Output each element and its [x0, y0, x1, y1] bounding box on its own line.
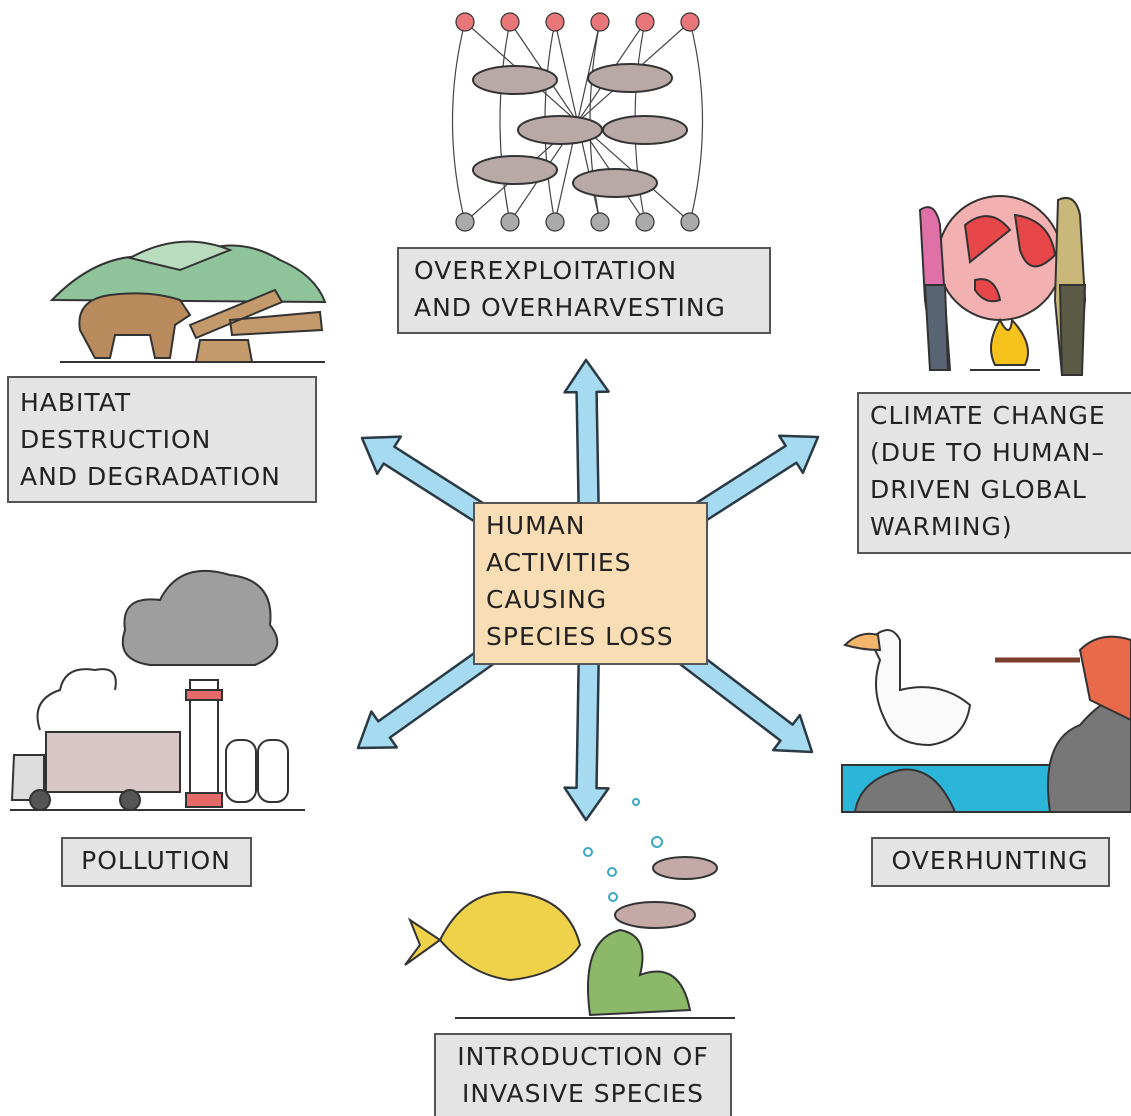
label-text: AND DEGRADATION — [20, 462, 281, 491]
label-text: AND OVERHARVESTING — [414, 293, 726, 322]
label-text: CAUSING — [486, 585, 607, 614]
label-text: SPECIES LOSS — [486, 622, 674, 651]
label-text: (DUE TO HUMAN– — [870, 438, 1105, 467]
habitat-illustration — [52, 242, 325, 362]
label-text: OVERHUNTING — [891, 846, 1088, 875]
climate-illustration — [920, 196, 1085, 375]
label-text: WARMING) — [870, 512, 1013, 541]
pollution-illustration — [10, 571, 305, 810]
diagram: HUMAN ACTIVITIES CAUSING SPECIES LOSS OVEREX… — [0, 0, 1131, 1116]
label-text: INVASIVE SPECIES — [462, 1079, 704, 1108]
label-text: CLIMATE CHANGE — [870, 401, 1106, 430]
label-text: DESTRUCTION — [20, 425, 211, 454]
label-text: DRIVEN GLOBAL — [870, 475, 1087, 504]
label-text: HUMAN — [486, 511, 585, 540]
label-text: OVEREXPLOITATION — [414, 256, 677, 285]
invasive-illustration — [405, 799, 735, 1018]
label-text: POLLUTION — [81, 846, 231, 875]
fishing-net-illustration — [453, 13, 703, 231]
label-text: HABITAT — [20, 388, 131, 417]
label-text: ACTIVITIES — [486, 548, 632, 577]
overhunting-illustration — [842, 630, 1131, 812]
label-text: INTRODUCTION OF — [457, 1042, 708, 1071]
